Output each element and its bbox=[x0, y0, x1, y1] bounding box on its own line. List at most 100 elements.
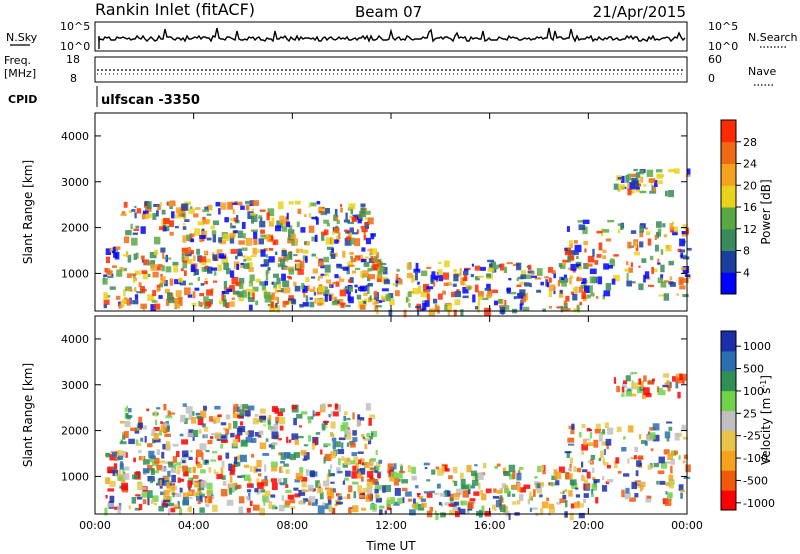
scatter-cell bbox=[152, 290, 157, 297]
scatter-cell bbox=[330, 464, 333, 469]
scatter-cell bbox=[170, 507, 176, 513]
colorbar-tick-label: 1000 bbox=[743, 340, 771, 353]
scatter-cell bbox=[283, 256, 287, 262]
scatter-cell bbox=[358, 300, 365, 309]
scatter-cell bbox=[493, 300, 499, 306]
colorbar-block bbox=[721, 430, 736, 451]
scatter-cell bbox=[187, 258, 193, 265]
scatter-cell bbox=[259, 507, 265, 516]
scatter-cell bbox=[540, 507, 544, 516]
scatter-cell bbox=[137, 481, 142, 484]
scatter-cell bbox=[319, 491, 324, 500]
scatter-cell bbox=[350, 258, 357, 263]
scatter-cell bbox=[363, 235, 367, 241]
scatter-cell bbox=[331, 231, 335, 235]
scatter-cell bbox=[136, 208, 142, 214]
scatter-cell bbox=[122, 473, 130, 480]
scatter-cell bbox=[655, 169, 663, 173]
scatter-cell bbox=[598, 433, 603, 442]
scatter-cell bbox=[685, 174, 691, 177]
scatter-cell bbox=[362, 488, 369, 493]
scatter-cell bbox=[423, 462, 430, 466]
scatter-cell bbox=[107, 502, 115, 508]
scatter-cell bbox=[163, 217, 170, 225]
velocity-scatter-region bbox=[104, 371, 691, 521]
scatter-cell bbox=[182, 465, 188, 472]
scatter-cell bbox=[259, 416, 267, 421]
scatter-cell bbox=[499, 263, 505, 271]
scatter-cell bbox=[577, 220, 584, 223]
scatter-cell bbox=[379, 266, 385, 273]
colorbar-block bbox=[721, 450, 736, 471]
scatter-cell bbox=[323, 443, 331, 447]
scatter-cell bbox=[468, 489, 471, 495]
power-x-axis bbox=[94, 113, 688, 311]
scatter-cell bbox=[462, 286, 469, 294]
scatter-cell bbox=[658, 456, 665, 464]
scatter-cell bbox=[218, 300, 224, 305]
scatter-cell bbox=[666, 421, 673, 424]
scatter-cell bbox=[482, 462, 487, 469]
scatter-cell bbox=[106, 295, 111, 298]
scatter-cell bbox=[643, 387, 650, 395]
scatter-cell bbox=[663, 449, 670, 455]
scatter-cell bbox=[257, 435, 262, 438]
scatter-cell bbox=[225, 452, 230, 459]
scatter-cell bbox=[627, 182, 630, 191]
scatter-cell bbox=[254, 413, 259, 417]
scatter-cell bbox=[492, 289, 499, 294]
scatter-cell bbox=[295, 248, 300, 254]
scatter-cell bbox=[222, 233, 230, 242]
scatter-cell bbox=[122, 431, 126, 435]
scatter-cell bbox=[179, 433, 184, 437]
scatter-cell bbox=[181, 213, 185, 218]
colorbar-block bbox=[721, 410, 736, 431]
scatter-cell bbox=[122, 432, 126, 440]
scatter-cell bbox=[417, 285, 422, 294]
scatter-cell bbox=[142, 425, 147, 430]
scatter-cell bbox=[174, 486, 178, 490]
scatter-cell bbox=[477, 304, 480, 313]
scatter-cell bbox=[200, 410, 207, 418]
scatter-cell bbox=[664, 431, 671, 439]
scatter-cell bbox=[587, 460, 593, 464]
colorbar-block bbox=[721, 470, 736, 491]
scatter-cell bbox=[567, 437, 575, 443]
scatter-cell bbox=[136, 290, 143, 294]
scatter-cell bbox=[351, 270, 357, 274]
scatter-cell bbox=[351, 232, 358, 235]
scatter-cell bbox=[141, 456, 144, 461]
scatter-cell bbox=[426, 492, 433, 498]
scatter-cell bbox=[169, 412, 176, 415]
scatter-cell bbox=[560, 305, 564, 313]
scatter-cell bbox=[258, 238, 264, 245]
scatter-cell bbox=[311, 216, 318, 220]
scatter-cell bbox=[277, 411, 284, 417]
scatter-cell bbox=[377, 261, 383, 269]
nave-tick-top: 60 bbox=[708, 53, 722, 66]
nave-tick-bottom: 0 bbox=[708, 72, 715, 85]
scatter-cell bbox=[191, 302, 197, 307]
scatter-cell bbox=[567, 267, 572, 271]
scatter-cell bbox=[474, 265, 481, 271]
scatter-cell bbox=[356, 469, 361, 473]
scatter-cell bbox=[122, 254, 129, 257]
scatter-cell bbox=[213, 469, 217, 472]
scatter-cell bbox=[606, 464, 611, 469]
scatter-cell bbox=[148, 450, 155, 458]
freq-tick-top: 18 bbox=[66, 53, 80, 66]
scatter-cell bbox=[320, 449, 323, 455]
colorbar-tick-label: 20 bbox=[743, 179, 757, 192]
scatter-cell bbox=[104, 507, 108, 516]
scatter-cell bbox=[657, 387, 663, 396]
scatter-cell bbox=[254, 432, 261, 437]
scatter-cell bbox=[326, 246, 334, 251]
scatter-cell bbox=[200, 262, 207, 266]
scatter-cell bbox=[457, 507, 461, 511]
scatter-cell bbox=[496, 463, 501, 467]
scatter-cell bbox=[516, 483, 522, 486]
scatter-cell bbox=[307, 416, 312, 424]
scatter-cell bbox=[187, 491, 193, 495]
scatter-cell bbox=[359, 285, 366, 292]
